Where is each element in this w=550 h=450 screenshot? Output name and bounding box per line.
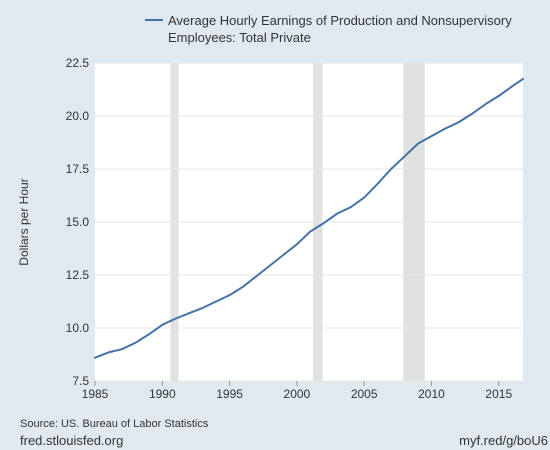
y-tick-label: 22.5 — [66, 56, 90, 70]
x-tick-label: 2005 — [351, 387, 378, 401]
source-note: Source: US. Bureau of Labor Statistics — [20, 418, 209, 430]
y-tick-label: 10.0 — [66, 321, 90, 335]
y-axis-title: Dollars per Hour — [17, 178, 31, 265]
y-tick-label: 12.5 — [66, 268, 90, 282]
x-tick-label: 2000 — [284, 387, 311, 401]
x-tick-label: 2010 — [418, 387, 445, 401]
legend-label-line-2: Employees: Total Private — [168, 30, 311, 45]
legend: Average Hourly Earnings of Production an… — [145, 13, 512, 45]
y-tick-label: 20.0 — [66, 109, 90, 123]
axes: 7.5 10.0 12.5 15.0 17.5 20.0 22.5 1985 1990 1995 2… — [66, 56, 513, 401]
x-tick-label: 1985 — [82, 387, 109, 401]
series-layer — [94, 77, 524, 359]
gridlines — [95, 62, 523, 382]
y-tick-label: 7.5 — [72, 374, 89, 388]
x-tick-label: 2015 — [485, 387, 512, 401]
short-link: myf.red/g/boU6 — [459, 433, 548, 448]
x-tick-label: 1990 — [149, 387, 176, 401]
site-credit: fred.stlouisfed.org — [20, 433, 123, 448]
y-tick-label: 15.0 — [66, 215, 90, 229]
legend-label-line-1: Average Hourly Earnings of Production an… — [168, 13, 512, 28]
y-tick-label: 17.5 — [66, 162, 90, 176]
series-line — [94, 77, 524, 359]
x-tick-label: 1995 — [216, 387, 243, 401]
